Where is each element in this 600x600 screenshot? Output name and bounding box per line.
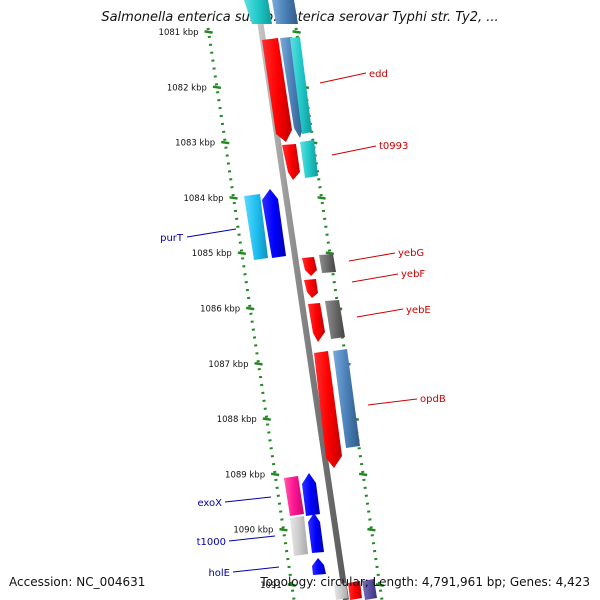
gene-label-exoX[interactable]: exoX	[197, 498, 222, 509]
callout-line-yebG	[348, 252, 396, 262]
gene-t0993-cyan-block[interactable]	[300, 140, 318, 178]
gene-t0993-arrow[interactable]	[282, 144, 300, 180]
tick-mark-outer	[292, 30, 301, 34]
forward-strand-features	[244, 0, 377, 600]
gene-yebF-arrow[interactable]	[304, 279, 318, 298]
tick-label: 1091	[260, 581, 282, 591]
gene-label-purT[interactable]: purT	[160, 233, 184, 244]
feature-bottom-silver	[334, 583, 348, 600]
gene-label-yebE[interactable]: yebE	[406, 305, 431, 316]
reverse-strand-features	[244, 189, 326, 575]
gene-labels: edd t0993 purT yebG yebF yebE opdB exoX …	[160, 69, 446, 579]
gene-label-edd[interactable]: edd	[369, 69, 388, 80]
tick-label: 1086 kbp	[200, 305, 240, 315]
tick-label: 1089 kbp	[225, 470, 265, 480]
gene-edd-arrow[interactable]	[262, 38, 292, 142]
gene-edd-homolog-block[interactable]	[280, 37, 304, 138]
gene-holE-arrow[interactable]	[312, 558, 326, 575]
tick-label: 1090 kbp	[233, 526, 273, 536]
gene-label-opdB[interactable]: opdB	[420, 394, 446, 405]
tick-mark	[262, 417, 271, 421]
tick-label: 1082 kbp	[167, 83, 207, 93]
gene-opdB-steel-block[interactable]	[333, 349, 360, 448]
tick-mark	[237, 251, 247, 256]
tick-mark	[254, 361, 263, 366]
gene-yebG-arrow[interactable]	[302, 257, 317, 276]
gene-t1000-arrow[interactable]	[308, 513, 324, 553]
tick-mark-outer	[358, 472, 368, 477]
gene-label-t0993[interactable]: t0993	[379, 141, 408, 152]
gene-exoX-pink-block[interactable]	[284, 476, 304, 516]
callout-line-exoX	[224, 496, 272, 503]
gene-yebE-grey-block[interactable]	[325, 300, 345, 339]
tick-mark-outer	[375, 583, 384, 587]
accession-label: Accession: NC_004631	[9, 575, 146, 589]
tick-label: 1088 kbp	[217, 415, 257, 425]
gene-exoX-arrow[interactable]	[302, 473, 320, 516]
tick-mark	[212, 85, 222, 90]
inner-boundary-dotted-line	[206, 27, 296, 600]
gene-yebE-arrow[interactable]	[308, 303, 325, 342]
gene-purT-arrow[interactable]	[262, 189, 286, 258]
tick-label: 1085 kbp	[192, 249, 232, 259]
tick-mark-outer	[367, 527, 376, 532]
tick-mark-outer	[317, 196, 326, 200]
tick-mark	[245, 306, 255, 311]
callout-line-edd	[319, 72, 367, 84]
tick-mark	[279, 527, 288, 532]
tick-mark-outer	[325, 251, 335, 256]
map-title: Salmonella enterica subsp. enterica sero…	[101, 10, 499, 25]
gene-purT-sky-block[interactable]	[244, 194, 268, 260]
gene-opdB-arrow[interactable]	[314, 351, 342, 468]
callout-line-opdB	[367, 398, 418, 406]
callout-line-holE	[232, 566, 280, 573]
gene-label-t1000[interactable]: t1000	[197, 537, 226, 548]
gene-label-yebF[interactable]: yebF	[401, 269, 425, 280]
gene-t1000-silver-block[interactable]	[290, 516, 308, 556]
callout-line-t1000	[228, 535, 276, 542]
gene-edd-cyan-block[interactable]	[290, 37, 312, 134]
tick-layer: 1081 kbp 1082 kbp 1083 kbp 1084 kbp 1085 kbp…	[159, 28, 384, 591]
tick-mark	[229, 196, 238, 200]
callout-line-t0993	[331, 145, 377, 156]
feature-bottom-slate	[362, 579, 377, 600]
topology-summary: Topology: circular; Length: 4,791,961 bp…	[260, 575, 590, 589]
gene-label-yebG[interactable]: yebG	[398, 248, 424, 259]
callout-line-yebE	[356, 308, 404, 318]
feature-top-steel	[272, 0, 298, 24]
tick-mark	[204, 30, 213, 34]
tick-mark	[270, 472, 280, 477]
callout-line-purT	[186, 228, 237, 238]
gene-yebG-grey-block[interactable]	[319, 254, 336, 273]
gene-label-holE[interactable]: holE	[208, 568, 230, 579]
callout-line-yebF	[351, 273, 399, 283]
tick-label: 1083 kbp	[175, 139, 215, 149]
feature-top-cyan	[244, 0, 272, 24]
feature-bottom-red	[348, 581, 362, 600]
tick-label: 1081 kbp	[159, 28, 199, 38]
tick-label: 1087 kbp	[208, 360, 248, 370]
tick-mark	[287, 583, 296, 587]
tick-mark	[221, 140, 230, 145]
tick-label: 1084 kbp	[183, 194, 223, 204]
